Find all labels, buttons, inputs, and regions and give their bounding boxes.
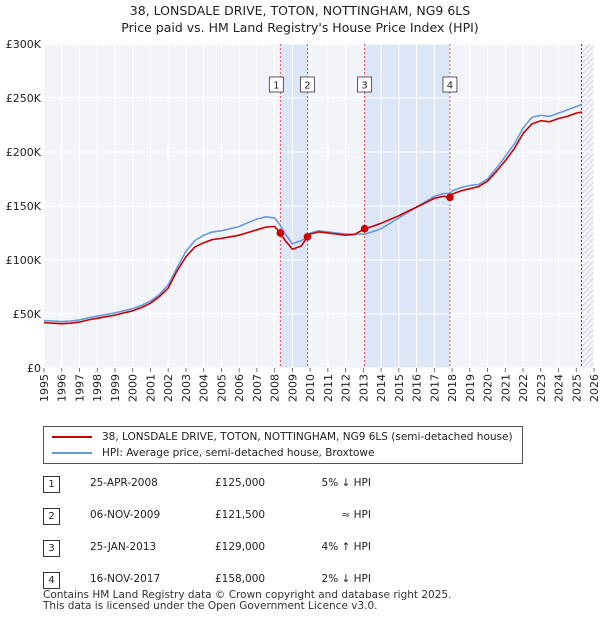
sale-date: 16-NOV-2017 bbox=[90, 573, 161, 585]
sale-point bbox=[276, 229, 285, 237]
sale-label-text: 3 bbox=[361, 81, 367, 92]
footer-licence: This data is licensed under the Open Gov… bbox=[43, 600, 378, 612]
x-tick-label: 2009 bbox=[286, 374, 299, 402]
x-tick-label: 2002 bbox=[162, 374, 175, 402]
legend-swatch-property bbox=[52, 436, 92, 438]
x-tick-label: 1997 bbox=[73, 374, 86, 402]
legend: 38, LONSDALE DRIVE, TOTON, NOTTINGHAM, N… bbox=[43, 426, 523, 464]
legend-swatch-hpi bbox=[52, 452, 92, 454]
sale-row: 1 25-APR-2008 £125,000 5% ↓ HPI bbox=[43, 474, 443, 506]
sale-hpi-comparison: ≈ HPI bbox=[341, 509, 371, 521]
x-tick-label: 2001 bbox=[144, 374, 157, 402]
x-tick-label: 2020 bbox=[482, 374, 495, 402]
x-tick-label: 2026 bbox=[588, 374, 600, 402]
sale-label-text: 4 bbox=[447, 81, 453, 92]
x-tick-label: 2021 bbox=[499, 374, 512, 402]
x-tick-label: 2004 bbox=[198, 374, 211, 402]
sale-row: 3 25-JAN-2013 £129,000 4% ↑ HPI bbox=[43, 538, 443, 570]
sale-number-badge: 3 bbox=[43, 540, 60, 557]
x-tick-label: 1999 bbox=[109, 374, 122, 402]
x-tick-label: 2003 bbox=[180, 374, 193, 402]
sale-point bbox=[360, 224, 369, 233]
sale-row: 4 16-NOV-2017 £158,000 2% ↓ HPI bbox=[43, 570, 443, 602]
sale-number-badge: 4 bbox=[43, 572, 60, 589]
sale-date: 25-APR-2008 bbox=[90, 477, 158, 489]
x-tick-label: 2019 bbox=[464, 374, 477, 402]
sale-hpi-comparison: 2% ↓ HPI bbox=[321, 573, 371, 585]
x-tick-label: 2018 bbox=[446, 374, 459, 402]
sale-label-text: 1 bbox=[273, 81, 279, 92]
x-tick-label: 2015 bbox=[393, 374, 406, 402]
x-tick-label: 2024 bbox=[553, 374, 566, 402]
sale-price: £125,000 bbox=[215, 477, 266, 489]
sale-price: £129,000 bbox=[215, 541, 266, 553]
x-tick-label: 2013 bbox=[357, 374, 370, 402]
x-tick-label: 2005 bbox=[215, 374, 228, 402]
y-tick-label: £50K bbox=[13, 308, 42, 321]
sale-number-badge: 1 bbox=[43, 476, 60, 493]
x-tick-label: 1996 bbox=[56, 374, 69, 402]
sale-label-box bbox=[442, 76, 458, 93]
sale-price: £121,500 bbox=[215, 509, 266, 521]
chart-title: 38, LONSDALE DRIVE, TOTON, NOTTINGHAM, N… bbox=[129, 3, 471, 18]
x-tick-label: 2010 bbox=[304, 374, 317, 402]
x-tick-label: 2017 bbox=[428, 374, 441, 402]
x-tick-label: 2006 bbox=[233, 374, 246, 402]
sale-date: 25-JAN-2013 bbox=[90, 541, 157, 553]
x-tick-label: 2025 bbox=[570, 374, 583, 402]
x-tick-label: 2016 bbox=[411, 374, 424, 402]
y-tick-label: £100K bbox=[6, 254, 42, 267]
sale-row: 2 06-NOV-2009 £121,500 ≈ HPI bbox=[43, 506, 443, 538]
sale-hpi-comparison: 5% ↓ HPI bbox=[321, 477, 371, 489]
x-tick-label: 2022 bbox=[517, 374, 530, 402]
y-tick-label: £200K bbox=[6, 146, 42, 159]
x-tick-label: 1995 bbox=[38, 374, 51, 402]
y-tick-label: £0 bbox=[27, 362, 41, 375]
y-tick-label: £300K bbox=[6, 38, 42, 51]
footer-copyright: Contains HM Land Registry data © Crown c… bbox=[43, 589, 452, 601]
legend-label-hpi: HPI: Average price, semi-detached house,… bbox=[102, 447, 375, 459]
chart-subtitle: Price paid vs. HM Land Registry's House … bbox=[121, 20, 479, 35]
x-tick-label: 1998 bbox=[91, 374, 104, 402]
x-tick-label: 2007 bbox=[251, 374, 264, 402]
sale-label-box bbox=[357, 76, 372, 93]
sale-label-box bbox=[300, 76, 315, 93]
sale-price: £158,000 bbox=[215, 573, 266, 585]
sale-hpi-comparison: 4% ↑ HPI bbox=[321, 541, 371, 553]
y-tick-label: £150K bbox=[6, 200, 42, 213]
sale-point bbox=[446, 193, 454, 202]
x-tick-label: 2000 bbox=[127, 374, 140, 402]
sale-number-badge: 2 bbox=[43, 508, 60, 525]
x-tick-label: 2023 bbox=[535, 374, 548, 402]
sales-table: 1 25-APR-2008 £125,000 5% ↓ HPI 2 06-NOV… bbox=[43, 474, 443, 602]
sale-date: 06-NOV-2009 bbox=[90, 509, 161, 521]
sale-point bbox=[303, 232, 312, 241]
sale-label-box bbox=[268, 76, 284, 93]
hpi-line bbox=[43, 103, 582, 323]
sale-label-text: 2 bbox=[304, 81, 310, 92]
legend-label-property: 38, LONSDALE DRIVE, TOTON, NOTTINGHAM, N… bbox=[102, 431, 513, 443]
x-tick-label: 2008 bbox=[269, 374, 282, 402]
x-tick-label: 2011 bbox=[322, 374, 335, 402]
x-tick-label: 2014 bbox=[375, 374, 388, 402]
y-tick-label: £250K bbox=[6, 92, 42, 105]
price-chart: 1 2 3 4 £0 £50K £100K £150K £200K £250K £300K 1995 1… bbox=[6, 38, 600, 402]
footer: Contains HM Land Registry data © Crown c… bbox=[43, 590, 451, 612]
x-tick-label: 2012 bbox=[340, 374, 353, 402]
